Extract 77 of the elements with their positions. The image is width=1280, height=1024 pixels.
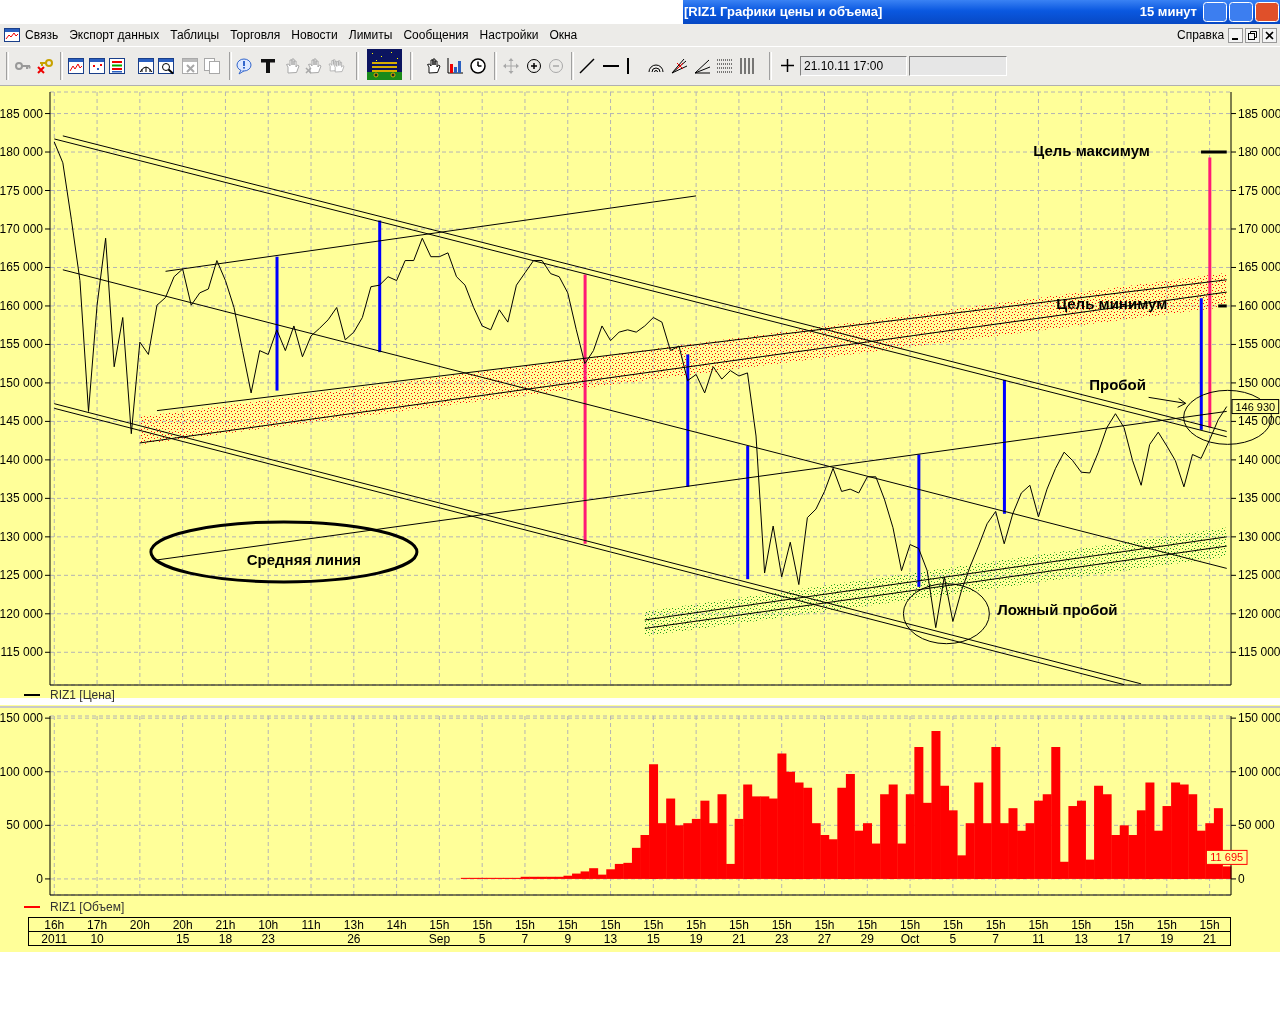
annotation: Пробой [1089, 375, 1147, 393]
y2-tick-label: 120 000 [1238, 606, 1280, 621]
x-tick-label: 15h 15 [643, 918, 664, 946]
data-label: 146 930 [1235, 400, 1276, 413]
y-tick-label: 155 000 [0, 337, 44, 352]
y-tick-label: 130 000 [0, 529, 44, 544]
y-tick-label: 150 000 [0, 711, 44, 726]
x-tick-label: 13h 26 [343, 918, 364, 946]
y2-tick-label: 115 000 [1238, 645, 1280, 660]
y2-tick-label: 125 000 [1238, 568, 1280, 583]
y2-tick-label: 150 000 [1238, 375, 1280, 390]
x-tick-label: 15h 29 [857, 918, 878, 946]
y2-tick-label: 100 000 [1238, 764, 1280, 779]
y-tick-label: 115 000 [0, 645, 44, 660]
x-tick-label: 11h [301, 918, 321, 932]
x-tick-label: 15h 19 [1156, 918, 1177, 946]
x-tick-label: 15h 21 [1199, 918, 1220, 946]
y2-tick-label: 170 000 [1238, 221, 1280, 236]
y2-tick-label: 145 000 [1238, 414, 1280, 429]
y-tick-label: 145 000 [0, 414, 44, 429]
y-tick-label: 125 000 [0, 568, 44, 583]
x-tick-label: 15h 7 [985, 918, 1006, 946]
x-tick-label: 20h 15 [172, 918, 193, 946]
y-tick-label: 175 000 [0, 183, 44, 198]
y2-tick-label: 135 000 [1238, 491, 1280, 506]
x-tick-label: 10h 23 [258, 918, 279, 946]
input-field: 21.10.11 17:00 [800, 56, 907, 76]
x-tick-label: 15h 5 [942, 918, 963, 946]
legend-label: RIZ1 [Объем] [50, 900, 125, 914]
y2-tick-label: 155 000 [1238, 337, 1280, 352]
x-tick-label: 15h 5 [472, 918, 493, 946]
x-tick-label: 15h 9 [557, 918, 578, 946]
y2-tick-label: 175 000 [1238, 183, 1280, 198]
y2-tick-label: 165 000 [1238, 260, 1280, 275]
x-tick-label: 15h 23 [771, 918, 792, 946]
x-tick-label: 21h 18 [215, 918, 236, 946]
y-tick-label: 165 000 [0, 260, 44, 275]
y-tick-label: 180 000 [0, 145, 44, 160]
y-tick-label: 120 000 [0, 606, 44, 621]
menu-bar: Связь Экспорт данных Таблицы Торговля Новости Лимиты Сообщения Настройки Окна Справка [0, 24, 1280, 46]
x-tick-label: 15h Sep [428, 918, 451, 946]
x-tick-label: 15h 27 [814, 918, 835, 946]
y2-tick-label: 140 000 [1238, 452, 1280, 467]
annotation: Цель максимум [1033, 141, 1150, 159]
y-tick-label: 185 000 [0, 106, 44, 121]
y-tick-label: 100 000 [0, 764, 44, 779]
y-tick-label: 170 000 [0, 221, 44, 236]
y-tick-label: 50 000 [6, 818, 44, 833]
annotation: Средняя линия [246, 551, 362, 569]
x-tick-label: 16h 2011 [41, 918, 68, 946]
x-tick-label: 15h 7 [514, 918, 535, 946]
y2-tick-label: 160 000 [1238, 298, 1280, 313]
y-tick-label: 135 000 [0, 491, 44, 506]
x-tick-label: 15h 11 [1028, 918, 1049, 946]
y2-tick-label: 150 000 [1238, 711, 1280, 726]
data-label: 11 695 [1210, 851, 1244, 864]
x-tick-label: 15h 19 [686, 918, 707, 946]
y-tick-label: 140 000 [0, 452, 44, 467]
y2-tick-label: 50 000 [1238, 818, 1276, 833]
x-tick-label: 15h 17 [1114, 918, 1135, 946]
x-tick-label: 15h 21 [728, 918, 749, 946]
x-tick-label: 17h 10 [87, 918, 108, 946]
x-tick-label: 15h 13 [1071, 918, 1092, 946]
y2-tick-label: 0 [1238, 871, 1245, 886]
x-tick-label: 15h Oct [900, 918, 921, 946]
y2-tick-label: 185 000 [1238, 106, 1280, 121]
legend-label: RIZ1 [Цена] [50, 688, 115, 702]
x-tick-label: 14h [386, 918, 407, 932]
title-bar: [RIZ1 Графики цены и объема] 15 минут [683, 0, 1280, 24]
x-tick-label: 15h 13 [600, 918, 621, 946]
annotation: Ложный пробой [997, 601, 1118, 619]
y2-tick-label: 180 000 [1238, 145, 1280, 160]
y-tick-label: 160 000 [0, 298, 44, 313]
y-tick-label: 150 000 [0, 375, 44, 390]
y-tick-label: 0 [36, 871, 44, 886]
y2-tick-label: 130 000 [1238, 529, 1280, 544]
x-tick-label: 20h [129, 918, 150, 932]
